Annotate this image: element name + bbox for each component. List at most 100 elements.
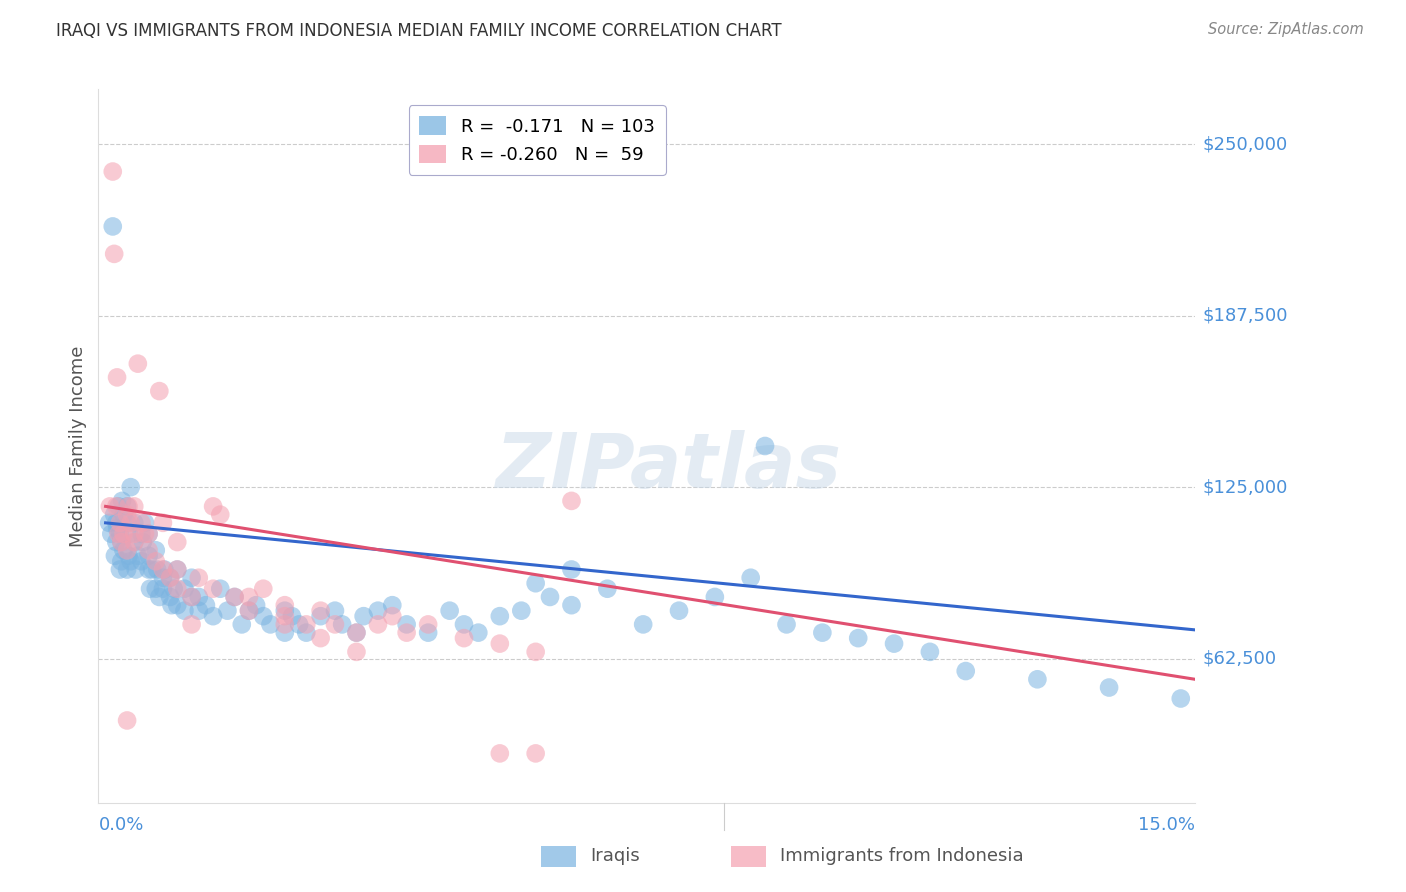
Point bbox=[274, 617, 297, 632]
Point bbox=[918, 645, 941, 659]
Point bbox=[145, 582, 167, 596]
Text: 0.0%: 0.0% bbox=[98, 816, 143, 834]
Point bbox=[224, 590, 246, 604]
Point bbox=[103, 508, 125, 522]
Point bbox=[115, 500, 138, 514]
Point bbox=[955, 664, 977, 678]
Point bbox=[395, 625, 418, 640]
Point bbox=[381, 598, 404, 612]
Point bbox=[1170, 691, 1192, 706]
Point bbox=[209, 582, 232, 596]
Point bbox=[209, 508, 232, 522]
Point bbox=[159, 590, 181, 604]
Point bbox=[367, 617, 389, 632]
Point bbox=[309, 604, 332, 618]
Point bbox=[141, 562, 163, 576]
Point bbox=[152, 571, 174, 585]
Point bbox=[138, 526, 160, 541]
Text: Iraqis: Iraqis bbox=[591, 847, 640, 865]
Point bbox=[395, 617, 418, 632]
Point bbox=[159, 571, 181, 585]
Point bbox=[101, 164, 124, 178]
Point bbox=[105, 521, 128, 535]
Point bbox=[105, 535, 128, 549]
Point bbox=[453, 617, 475, 632]
Point bbox=[103, 247, 125, 261]
Point bbox=[274, 609, 297, 624]
Point bbox=[134, 516, 156, 530]
Text: IRAQI VS IMMIGRANTS FROM INDONESIA MEDIAN FAMILY INCOME CORRELATION CHART: IRAQI VS IMMIGRANTS FROM INDONESIA MEDIA… bbox=[56, 22, 782, 40]
Point bbox=[180, 590, 202, 604]
Text: Immigrants from Indonesia: Immigrants from Indonesia bbox=[780, 847, 1024, 865]
Point bbox=[166, 562, 188, 576]
Point bbox=[163, 582, 186, 596]
Point bbox=[1098, 681, 1121, 695]
Point bbox=[846, 631, 869, 645]
Point bbox=[524, 645, 547, 659]
Point bbox=[108, 516, 131, 530]
Point bbox=[367, 604, 389, 618]
Point bbox=[105, 516, 128, 530]
Point bbox=[309, 609, 332, 624]
Point bbox=[146, 562, 169, 576]
Point bbox=[166, 562, 188, 576]
Point bbox=[187, 590, 209, 604]
Point bbox=[346, 645, 368, 659]
Point bbox=[107, 500, 129, 514]
Point bbox=[488, 747, 510, 761]
Point bbox=[110, 554, 132, 568]
Point bbox=[238, 604, 260, 618]
Point bbox=[122, 500, 145, 514]
Point bbox=[381, 609, 404, 624]
Point bbox=[138, 562, 160, 576]
Point bbox=[309, 631, 332, 645]
Point bbox=[122, 535, 145, 549]
Point bbox=[467, 625, 489, 640]
Point bbox=[323, 604, 346, 618]
Point bbox=[775, 617, 797, 632]
Point bbox=[145, 554, 167, 568]
Point bbox=[524, 576, 547, 591]
Point bbox=[152, 516, 174, 530]
Point bbox=[418, 617, 440, 632]
Point bbox=[148, 590, 170, 604]
Text: Source: ZipAtlas.com: Source: ZipAtlas.com bbox=[1208, 22, 1364, 37]
Point bbox=[202, 609, 225, 624]
Point bbox=[173, 582, 195, 596]
Point bbox=[115, 714, 138, 728]
Point bbox=[330, 617, 353, 632]
Point bbox=[118, 526, 141, 541]
Y-axis label: Median Family Income: Median Family Income bbox=[69, 345, 87, 547]
Point bbox=[238, 604, 260, 618]
Point bbox=[295, 625, 318, 640]
Point bbox=[120, 480, 142, 494]
Point bbox=[560, 562, 582, 576]
Point bbox=[811, 625, 834, 640]
Point bbox=[101, 219, 124, 234]
Point bbox=[115, 508, 138, 522]
Point bbox=[122, 526, 145, 541]
Point bbox=[295, 617, 318, 632]
Point bbox=[166, 582, 188, 596]
Point bbox=[488, 609, 510, 624]
Point bbox=[166, 535, 188, 549]
Point bbox=[110, 535, 132, 549]
Point bbox=[104, 549, 127, 563]
Point bbox=[259, 617, 281, 632]
Point bbox=[418, 625, 440, 640]
Point bbox=[194, 598, 217, 612]
Point bbox=[112, 543, 135, 558]
Point bbox=[105, 370, 128, 384]
Point bbox=[524, 747, 547, 761]
Point bbox=[132, 535, 155, 549]
Text: $250,000: $250,000 bbox=[1202, 135, 1288, 153]
Point bbox=[180, 590, 202, 604]
Point bbox=[252, 582, 274, 596]
Point bbox=[231, 617, 253, 632]
Point bbox=[153, 562, 176, 576]
Point bbox=[160, 598, 183, 612]
Text: $62,500: $62,500 bbox=[1202, 649, 1277, 668]
Text: ZIPatlas: ZIPatlas bbox=[496, 431, 842, 504]
Point bbox=[217, 604, 239, 618]
Point bbox=[740, 571, 762, 585]
